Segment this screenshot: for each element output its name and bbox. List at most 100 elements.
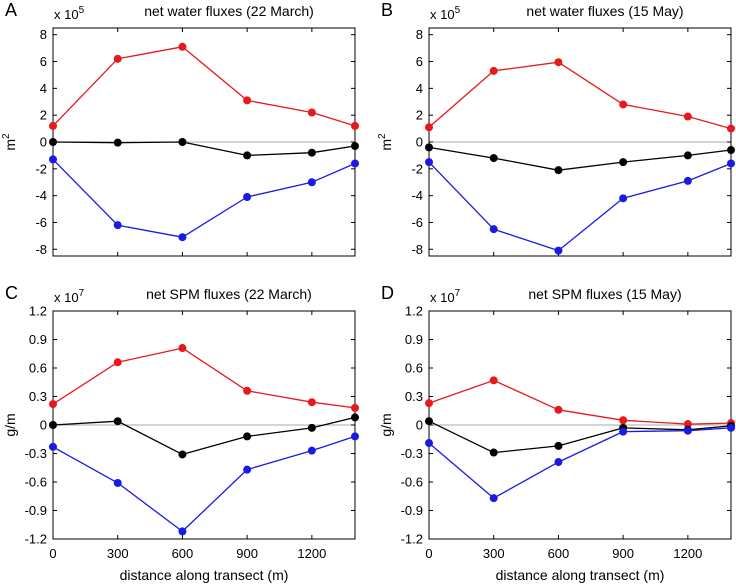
multiplier-base: x 10 [54,7,79,22]
data-point [49,138,57,146]
y-tick-label: -1.2 [25,532,47,547]
y-tick-label: 1.2 [29,304,47,319]
data-point [178,344,187,353]
data-point [489,494,498,503]
y-axis-label-main: g/m [2,413,18,436]
y-tick-label: 0 [416,418,423,433]
y-tick-label: 0.6 [405,361,423,376]
data-point [554,441,563,450]
data-point [307,398,316,407]
series-line [428,379,732,425]
y-tick-label: 4 [40,81,47,96]
y-tick-label: -0.6 [401,475,423,490]
data-point [307,178,316,187]
data-point [49,400,57,409]
multiplier-base: x 10 [430,290,455,305]
y-tick-label: 0.3 [29,389,47,404]
y-tick-label: -4 [35,188,47,203]
x-axis-label: distance along transect (m) [496,567,665,583]
data-point [489,154,498,163]
x-tick-label: 0 [49,546,56,561]
data-point [307,446,316,455]
panel-a: -8 -6 -4 -2 0 2 4 6 8 A x 105 net water fluxes (22 … [1,0,359,257]
data-point [489,225,498,234]
x-tick-label: 1200 [673,546,702,561]
data-point [683,151,692,160]
y-tick-label: -0.3 [401,446,423,461]
data-point [727,159,735,168]
data-point [178,450,187,459]
data-point [307,108,316,117]
data-point [489,448,498,457]
data-point [554,58,563,67]
panel-c: -1.2 -0.9 -0.6 -0.3 0 0.3 0.6 0.9 1.2 0 300 600 900 1… [2,283,359,583]
y-tick-label: -8 [35,242,47,257]
panel-letter: D [381,283,394,303]
data-point [49,421,57,429]
panel-letter: C [5,283,18,303]
data-point [243,151,252,160]
y-axis-label-main: g/m [378,413,394,436]
multiplier-base: x 10 [430,7,455,22]
multiplier-exponent: 7 [455,288,461,299]
data-point [554,405,563,414]
data-point [307,148,316,157]
data-point [49,121,57,130]
multiplier-exponent: 5 [79,5,85,16]
series-line [428,146,732,171]
axis-multiplier: x 105 [54,5,85,22]
y-tick-label: -2 [411,161,423,176]
data-point [178,138,187,146]
series-line [52,435,356,533]
y-axis-label-main: m [378,139,394,151]
y-tick-label: -1.2 [401,532,423,547]
y-tick-label: 0 [40,418,47,433]
series-line [428,61,732,130]
series-1 [49,413,359,459]
multiplier-base: x 10 [54,290,79,305]
y-tick-label: -0.3 [25,446,47,461]
x-tick-label: 600 [172,546,194,561]
y-tick-label: -6 [411,215,423,230]
series-line [52,347,356,409]
data-point [178,42,187,51]
data-point [619,427,628,436]
data-point [351,403,359,412]
y-tick-label: 1.2 [405,304,423,319]
data-point [243,432,252,441]
y-tick-label: -8 [411,242,423,257]
data-point [425,158,433,167]
y-tick-label: 0.6 [29,361,47,376]
y-tick-label: -4 [411,188,423,203]
panel-letter: B [381,0,393,20]
series-2 [49,155,359,242]
series-2 [425,423,735,503]
data-point [243,386,252,395]
y-tick-label: 0.9 [29,332,47,347]
series-line [428,427,732,499]
data-point [307,423,316,432]
y-tick-label: 0.3 [405,389,423,404]
y-axis-label-superscript: 2 [377,133,388,139]
data-point [113,221,122,230]
y-tick-label: 0 [40,135,47,150]
data-point [554,246,563,255]
data-point [113,54,122,63]
y-tick-label: 8 [40,27,47,42]
y-tick-label: -0.6 [25,475,47,490]
y-axis-label-superscript: 2 [1,133,12,139]
chart-title: net water fluxes (22 March) [144,3,314,19]
data-point [113,478,122,487]
y-tick-label: 6 [40,54,47,69]
data-point [727,423,735,432]
data-point [489,66,498,75]
data-point [683,112,692,121]
data-point [619,194,628,203]
data-point [425,417,433,426]
y-tick-label: 0 [416,135,423,150]
data-point [178,527,187,536]
x-tick-label: 300 [483,546,505,561]
x-tick-label: 1200 [297,546,326,561]
series-0 [425,376,735,429]
data-point [727,124,735,133]
